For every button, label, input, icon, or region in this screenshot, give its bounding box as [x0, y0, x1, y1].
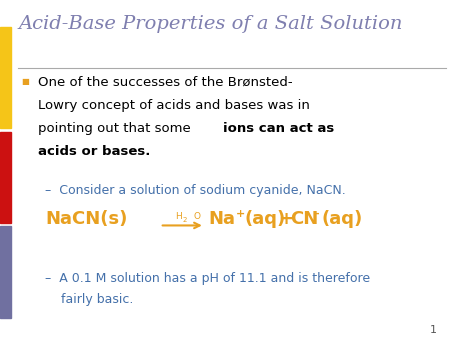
- Text: pointing out that some: pointing out that some: [38, 122, 195, 135]
- Text: ions can act as: ions can act as: [223, 122, 334, 135]
- Text: (aq): (aq): [244, 210, 286, 228]
- Text: +: +: [279, 210, 293, 228]
- Text: –  Consider a solution of sodium cyanide, NaCN.: – Consider a solution of sodium cyanide,…: [45, 184, 346, 197]
- Text: NaCN(s): NaCN(s): [45, 210, 127, 228]
- Text: CN: CN: [290, 210, 319, 228]
- Text: Acid-Base Properties of a Salt Solution: Acid-Base Properties of a Salt Solution: [18, 15, 402, 33]
- Text: 2: 2: [182, 217, 187, 223]
- Text: acids or bases.: acids or bases.: [38, 145, 151, 158]
- Bar: [0, 226, 11, 318]
- Bar: [0, 132, 11, 223]
- Text: (aq): (aq): [322, 210, 363, 228]
- Text: H: H: [176, 212, 182, 221]
- Text: Lowry concept of acids and bases was in: Lowry concept of acids and bases was in: [38, 99, 310, 112]
- Text: ■: ■: [22, 77, 30, 86]
- Text: –  A 0.1 M solution has a pH of 11.1 and is therefore: – A 0.1 M solution has a pH of 11.1 and …: [45, 272, 370, 285]
- Text: Na: Na: [208, 210, 235, 228]
- Bar: [0, 27, 11, 128]
- Text: O: O: [194, 212, 201, 221]
- Text: 1: 1: [429, 324, 436, 335]
- Text: fairly basic.: fairly basic.: [61, 293, 133, 306]
- Text: One of the successes of the Brønsted-: One of the successes of the Brønsted-: [38, 76, 293, 89]
- Text: +: +: [236, 209, 245, 219]
- Text: –: –: [314, 209, 319, 219]
